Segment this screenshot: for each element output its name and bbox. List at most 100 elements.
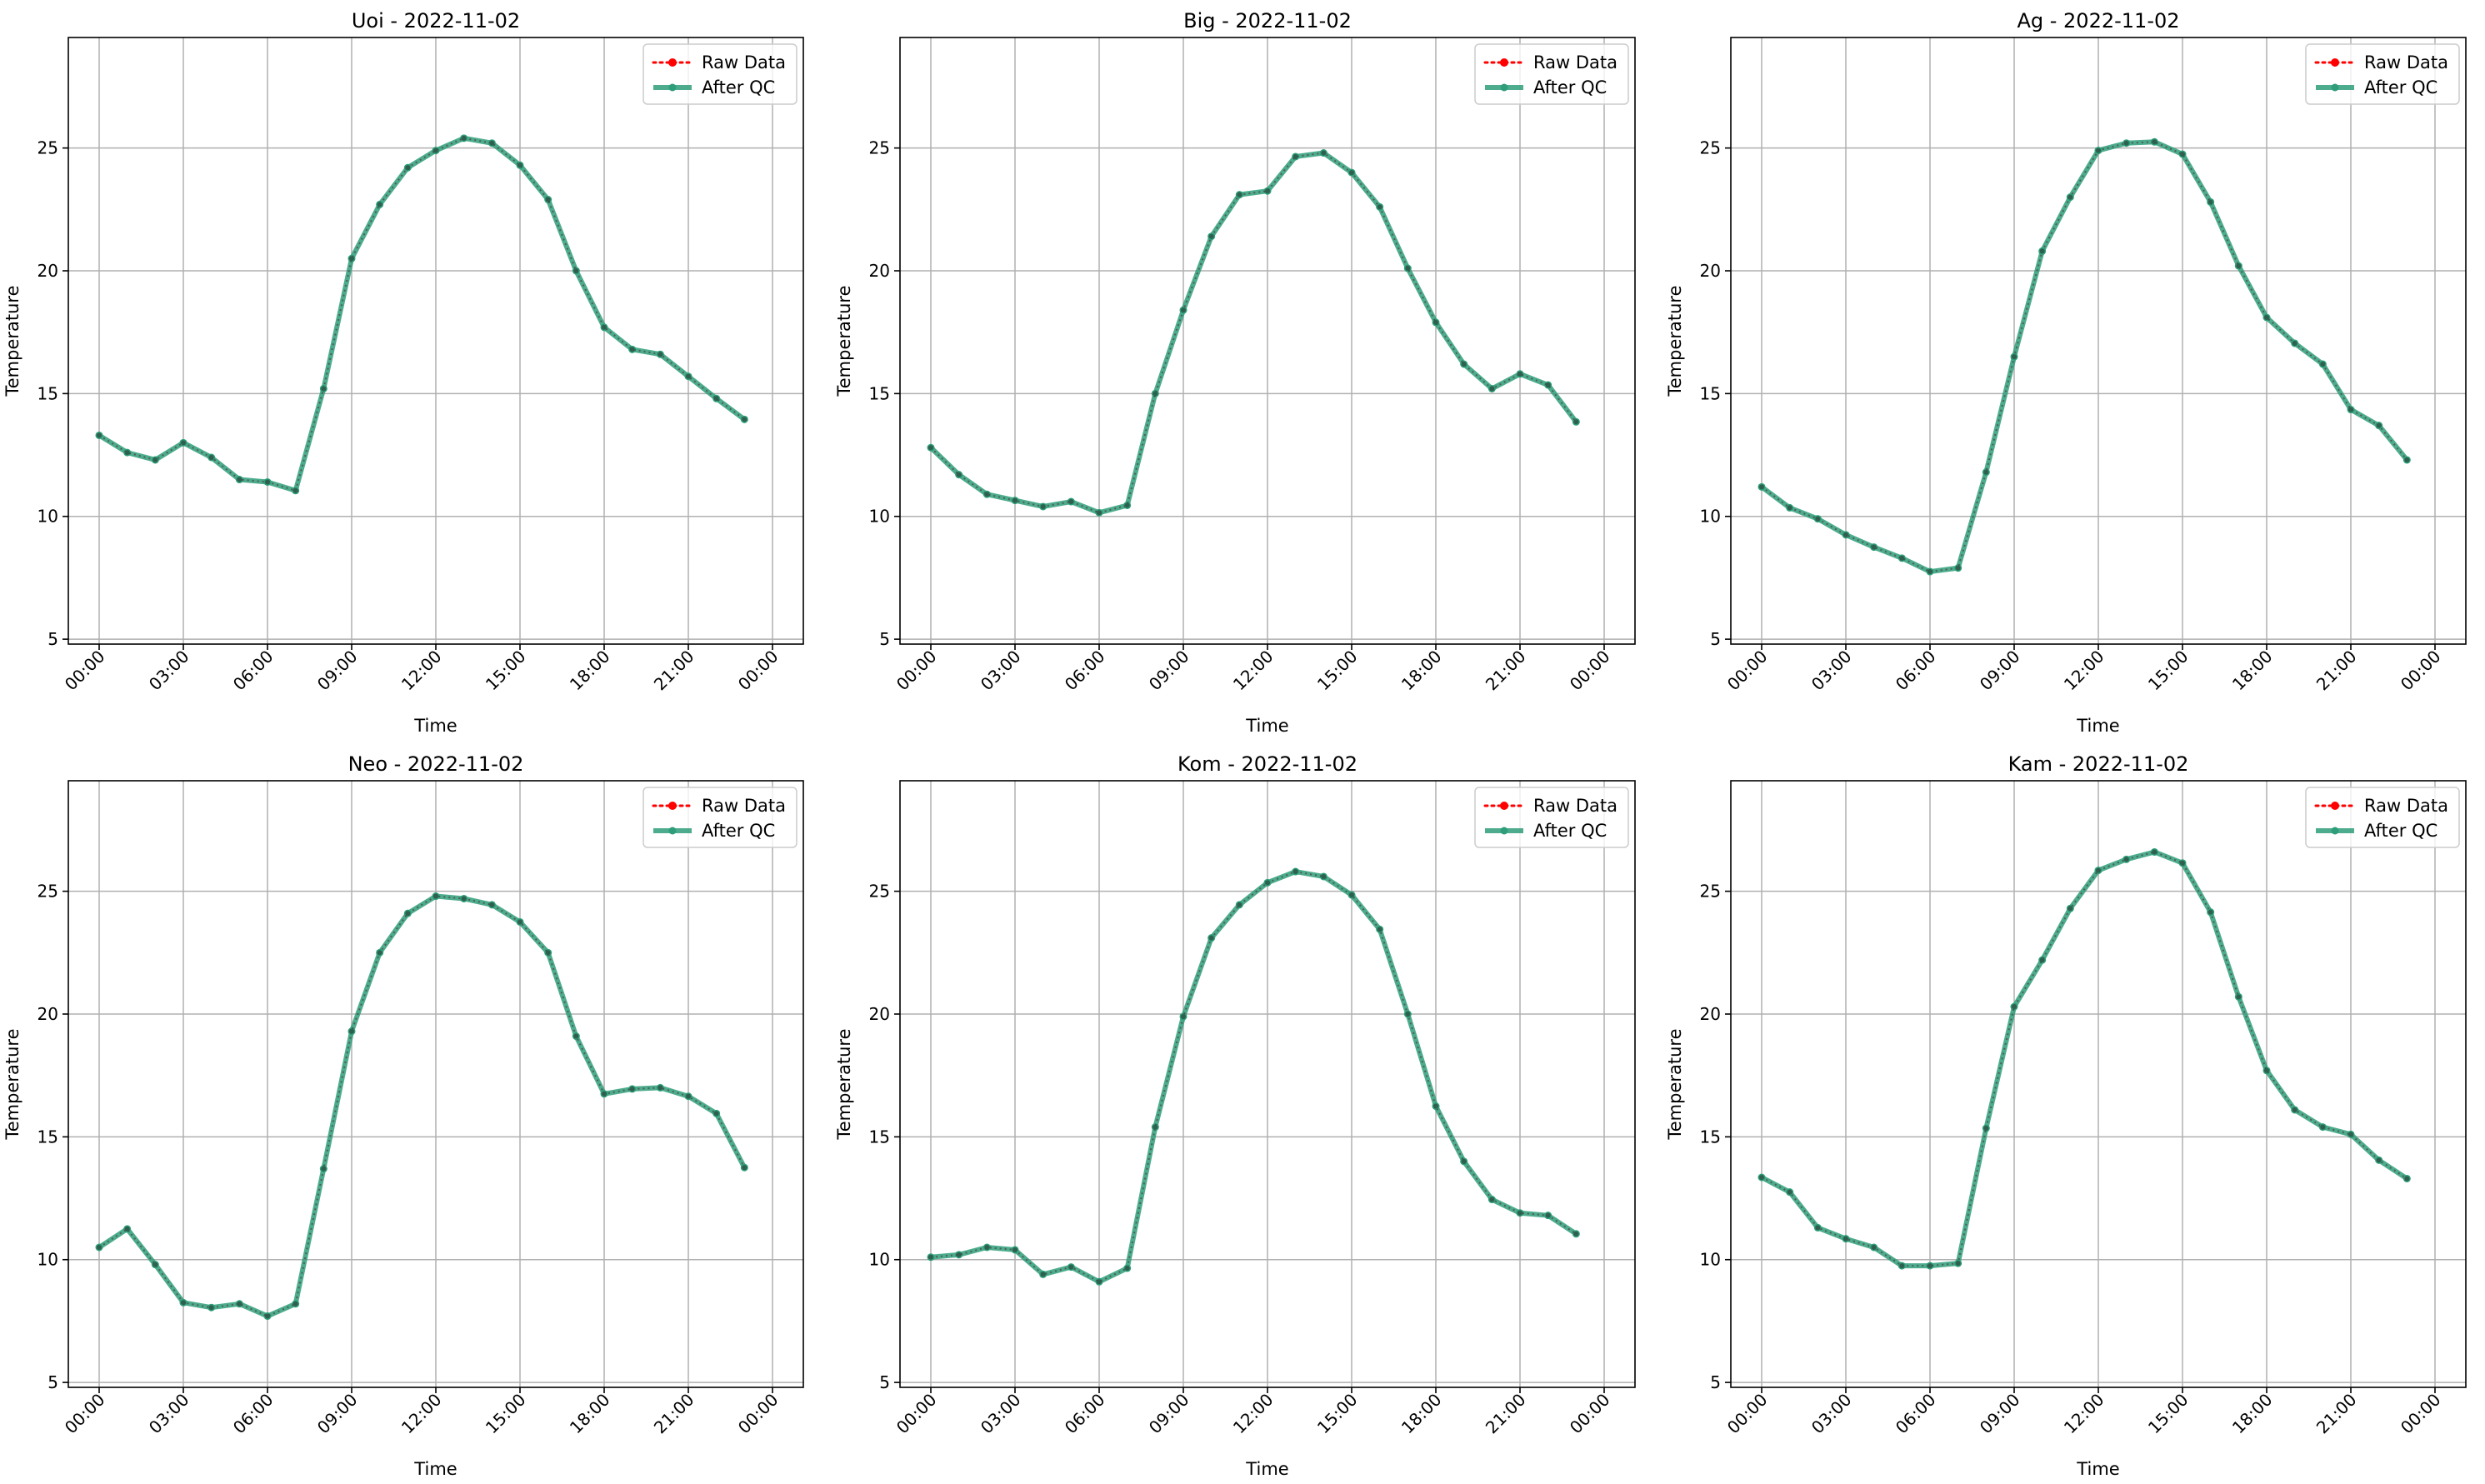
- data-point-raw-data: [2348, 407, 2353, 412]
- x-tick-label: 21:00: [650, 647, 698, 695]
- y-tick-label: 15: [869, 1127, 890, 1147]
- data-point-raw-data: [1040, 1272, 1046, 1277]
- data-point-raw-data: [545, 197, 551, 202]
- x-tick-label: 21:00: [1482, 1390, 1530, 1438]
- legend-label-raw-data: Raw Data: [2364, 52, 2448, 72]
- data-point-raw-data: [2152, 139, 2158, 145]
- legend: Raw Data After QC: [642, 43, 798, 105]
- data-point-raw-data: [2320, 1124, 2326, 1130]
- data-point-raw-data: [1152, 1124, 1158, 1130]
- data-point-raw-data: [1871, 544, 1877, 550]
- series-line-raw-data: [930, 152, 1578, 514]
- y-tick-label: 10: [1700, 507, 1721, 527]
- x-tick-label: 18:00: [1398, 1390, 1446, 1438]
- data-point-raw-data: [2068, 194, 2073, 200]
- y-tick-label: 25: [869, 882, 890, 902]
- data-point-raw-data: [713, 1111, 719, 1117]
- data-point-raw-data: [602, 324, 607, 330]
- grid: [68, 781, 803, 1387]
- chart-title: Kam - 2022-11-02: [2008, 752, 2189, 776]
- data-point-raw-data: [1265, 188, 1270, 194]
- x-tick-label: 00:00: [2397, 647, 2445, 695]
- y-tick-label: 20: [1700, 261, 1721, 281]
- x-tick-label: 12:00: [1229, 1390, 1278, 1438]
- data-point-raw-data: [1265, 880, 1270, 886]
- data-point-raw-data: [658, 1085, 663, 1091]
- y-tick-label: 5: [1710, 1372, 1721, 1392]
- y-tick-label: 10: [1700, 1250, 1721, 1270]
- data-point-raw-data: [1461, 1158, 1467, 1164]
- data-point-raw-data: [124, 1226, 130, 1232]
- x-tick-label: 03:00: [1808, 647, 1856, 695]
- chart-panel-2: 5 10 15 20 25 00:00 03:00 06:00 09:00 12:00 15:00 1…: [834, 9, 1636, 736]
- data-point-raw-data: [1097, 510, 1102, 516]
- y-tick-label: 5: [879, 629, 890, 649]
- series-line-raw-data: [1761, 851, 2408, 1267]
- data-point-raw-data: [686, 1093, 691, 1099]
- data-point-raw-data: [265, 1313, 270, 1319]
- x-axis-label: Time: [2076, 716, 2119, 736]
- data-point-raw-data: [1152, 391, 1158, 397]
- y-tick-label: 25: [38, 138, 58, 158]
- x-tick-label: 15:00: [2144, 1390, 2192, 1438]
- data-point-raw-data: [1843, 532, 1848, 537]
- data-point-raw-data: [377, 202, 382, 207]
- y-axis-label: Temperature: [2, 1028, 22, 1140]
- y-tick-label: 10: [869, 507, 890, 527]
- data-point-raw-data: [461, 135, 467, 141]
- data-point-raw-data: [433, 147, 438, 153]
- x-tick-label: 03:00: [145, 1390, 193, 1438]
- x-tick-label: 03:00: [977, 1390, 1025, 1438]
- chart-panel-3: 5 10 15 20 25 00:00 03:00 06:00 09:00 12:00 15:00 1…: [1665, 9, 2467, 736]
- y-tick-label: 15: [869, 383, 890, 403]
- data-point-raw-data: [2039, 957, 2045, 963]
- data-point-raw-data: [1759, 1175, 1764, 1180]
- x-tick-label: 15:00: [482, 647, 530, 695]
- x-tick-label: 06:00: [1061, 1390, 1109, 1438]
- data-point-raw-data: [208, 1305, 214, 1311]
- data-point-raw-data: [2236, 263, 2242, 269]
- x-tick-label: 12:00: [1229, 647, 1278, 695]
- data-point-raw-data: [1545, 1212, 1551, 1218]
- data-point-raw-data: [1843, 1236, 1848, 1242]
- data-point-raw-data: [2123, 857, 2129, 862]
- y-tick-label: 20: [38, 1004, 58, 1024]
- x-tick-label: 00:00: [892, 1390, 941, 1438]
- data-point-raw-data: [2348, 1132, 2353, 1137]
- data-point-raw-data: [1983, 469, 1989, 475]
- x-tick-label: 03:00: [145, 647, 193, 695]
- x-tick-label: 06:00: [1892, 647, 1940, 695]
- data-point-raw-data: [1787, 505, 1792, 511]
- legend-marker-after-qc: [668, 827, 677, 835]
- x-tick-label: 21:00: [2312, 1390, 2361, 1438]
- data-point-raw-data: [97, 1245, 102, 1250]
- x-tick-label: 12:00: [398, 647, 446, 695]
- x-tick-label: 21:00: [650, 1390, 698, 1438]
- data-point-raw-data: [321, 1166, 327, 1172]
- x-tick-label: 18:00: [2228, 647, 2277, 695]
- data-point-raw-data: [349, 256, 354, 262]
- legend-marker-after-qc: [2331, 83, 2339, 92]
- series-line-raw-data: [98, 137, 745, 492]
- data-point-raw-data: [152, 457, 158, 462]
- x-axis-label: Time: [413, 1459, 457, 1479]
- x-tick-label: 03:00: [1808, 1390, 1856, 1438]
- x-tick-label: 15:00: [1313, 647, 1362, 695]
- data-point-raw-data: [181, 1300, 186, 1306]
- x-tick-label: 21:00: [2312, 647, 2361, 695]
- data-point-raw-data: [518, 162, 522, 168]
- series-line-raw-data: [930, 871, 1577, 1283]
- data-point-raw-data: [1292, 869, 1298, 875]
- data-point-raw-data: [2096, 867, 2101, 873]
- y-tick-label: 20: [1700, 1004, 1721, 1024]
- data-point-raw-data: [405, 165, 411, 171]
- legend-marker-after-qc: [1500, 83, 1508, 92]
- x-tick-label: 15:00: [482, 1390, 530, 1438]
- x-axis-label: Time: [1245, 1459, 1288, 1479]
- data-point-raw-data: [928, 1254, 933, 1260]
- data-point-raw-data: [1787, 1189, 1792, 1195]
- legend: Raw Data After QC: [1474, 787, 1629, 848]
- legend-marker-after-qc: [668, 83, 677, 92]
- data-point-raw-data: [1983, 1126, 1989, 1132]
- data-point-raw-data: [1899, 555, 1905, 561]
